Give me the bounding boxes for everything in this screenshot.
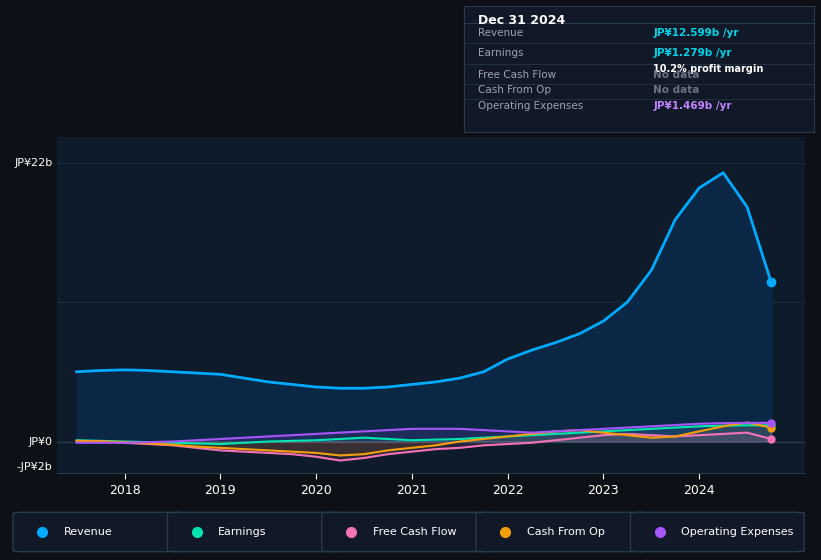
FancyBboxPatch shape	[167, 512, 341, 552]
Text: Earnings: Earnings	[218, 527, 267, 537]
Text: 10.2% profit margin: 10.2% profit margin	[654, 64, 764, 73]
Text: JP¥22b: JP¥22b	[15, 157, 53, 167]
FancyBboxPatch shape	[631, 512, 804, 552]
Text: Cash From Op: Cash From Op	[527, 527, 605, 537]
Text: JP¥1.279b /yr: JP¥1.279b /yr	[654, 49, 732, 58]
Text: Operating Expenses: Operating Expenses	[478, 101, 583, 111]
Text: Free Cash Flow: Free Cash Flow	[373, 527, 456, 537]
Text: -JP¥2b: -JP¥2b	[17, 462, 53, 472]
FancyBboxPatch shape	[322, 512, 495, 552]
Text: Revenue: Revenue	[478, 29, 523, 38]
Text: Earnings: Earnings	[478, 49, 524, 58]
Text: JP¥1.469b /yr: JP¥1.469b /yr	[654, 101, 732, 111]
FancyBboxPatch shape	[476, 512, 649, 552]
Text: Revenue: Revenue	[64, 527, 112, 537]
Text: No data: No data	[654, 85, 699, 95]
Text: Operating Expenses: Operating Expenses	[681, 527, 794, 537]
Text: JP¥0: JP¥0	[29, 436, 53, 446]
Text: No data: No data	[654, 70, 699, 80]
Text: Free Cash Flow: Free Cash Flow	[478, 70, 556, 80]
Text: JP¥12.599b /yr: JP¥12.599b /yr	[654, 29, 739, 38]
FancyBboxPatch shape	[13, 512, 186, 552]
Text: Cash From Op: Cash From Op	[478, 85, 551, 95]
Text: Dec 31 2024: Dec 31 2024	[478, 15, 565, 27]
